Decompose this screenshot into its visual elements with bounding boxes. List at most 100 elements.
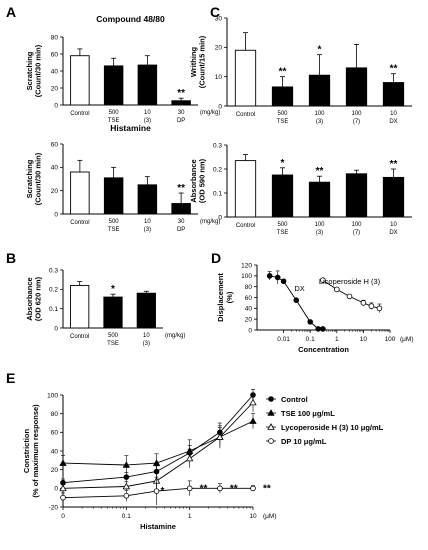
significance-mark: ** [177, 183, 185, 194]
significance-mark: ** [390, 64, 398, 75]
series [60, 389, 256, 487]
category-name: (7) [353, 230, 360, 236]
bar [103, 177, 124, 215]
bar [382, 176, 405, 218]
bar [70, 171, 90, 215]
category-name: (7) [353, 119, 360, 125]
significance-mark: ** [390, 159, 398, 170]
y-tick-label: 30 [215, 15, 223, 22]
significance-mark: * [111, 284, 115, 295]
data-point [315, 326, 322, 332]
y-tick-label: 100 [241, 273, 252, 280]
y-tick-label: 20 [51, 467, 59, 474]
category-name: DP [177, 227, 185, 233]
legend: Control TSE 100 μg/mL Lycoperoside H (3) 1… [266, 395, 384, 446]
category-label: Control [236, 223, 255, 229]
y-tick-label: 0.2 [213, 166, 222, 173]
y-tick-label: 0 [248, 327, 252, 334]
data-point [122, 482, 131, 490]
panel-letter: A [6, 4, 16, 20]
category-name: TSE [108, 118, 120, 124]
chart-B: 0 0.1 0.2 0.3 Absorbance(OD 620 nm) Control * 5… [6, 250, 185, 347]
y-tick-label: 0 [54, 211, 58, 218]
series [59, 413, 257, 475]
data-point [320, 277, 326, 283]
bar [345, 67, 368, 107]
chart-A-top: 0 20 40 60 80 Compound 48/80 Scratching(Count/… [6, 4, 220, 124]
bar [308, 74, 331, 107]
data-point [185, 454, 194, 462]
chart-A-bottom: 0 20 40 60 Histamine Scratching(Count/30 min)… [25, 123, 220, 233]
data-point [267, 423, 275, 430]
bar [137, 184, 158, 215]
data-point [280, 278, 287, 285]
y-tick-label: 40 [245, 306, 253, 313]
y-tick-label: 0.1 [213, 190, 222, 197]
x-tick-label: 0.01 [277, 336, 290, 343]
panel-letter: B [6, 250, 16, 266]
y-tick-label: 100 [47, 392, 58, 399]
x-tick-label: 10 [360, 336, 368, 343]
chart-C-bottom: 0 0.1 0.2 0.3 Absorbance(OD 590 nm) Control * 5… [189, 142, 412, 236]
x-tick-label: 0.1 [122, 513, 131, 520]
data-point [266, 273, 273, 279]
y-tick-label: 0 [218, 214, 222, 221]
data-point [368, 303, 375, 309]
category-name: (3) [143, 341, 150, 347]
y-axis-label: Constriction(% of maximum response) [22, 404, 40, 498]
category-name: (3) [316, 230, 323, 236]
bar [103, 65, 124, 106]
y-tick-label: 0.3 [213, 142, 222, 149]
category-name: TSE [108, 227, 120, 233]
significance-mark: * [318, 45, 322, 56]
y-axis-label: Displacement(%) [216, 273, 234, 322]
significance-mark: ** [316, 166, 324, 177]
data-point [123, 474, 130, 480]
y-tick-label: 60 [51, 141, 59, 148]
series [266, 270, 326, 332]
bar [382, 82, 405, 107]
data-point [123, 492, 130, 499]
category-dose: 10 [144, 219, 151, 225]
y-tick-label: 20 [51, 188, 59, 195]
y-tick-label: 20 [215, 45, 223, 52]
significance-mark: ** [200, 483, 208, 494]
series [320, 277, 383, 313]
legend-entry: Control [281, 395, 308, 404]
series-line [62, 402, 254, 489]
category-name: DP [177, 118, 185, 124]
y-axis-label: Scratching(Count/30 min) [25, 44, 43, 97]
category-name: TSE [107, 341, 119, 347]
category-dose: 10 [390, 111, 397, 117]
unit-label: (mg/kg) [165, 333, 185, 339]
bar [136, 292, 156, 329]
y-tick-label: 0 [54, 486, 58, 493]
series-line [62, 420, 254, 466]
y-tick-label: 10 [215, 74, 223, 81]
category-dose: 100 [314, 222, 325, 228]
y-tick-label: 40 [51, 448, 59, 455]
y-tick-label: -20 [49, 504, 59, 511]
y-axis-label: Absorbance(OD 590 nm) [189, 158, 207, 203]
legend-entry: DP 10 μg/mL [281, 437, 327, 446]
category-name: TSE [277, 119, 289, 125]
x-tick-label: 10 [249, 513, 257, 520]
category-name: DX [389, 119, 397, 125]
panel-letter: E [6, 370, 15, 386]
x-axis-label: Histamine [140, 522, 176, 531]
data-point [152, 459, 161, 466]
x-tick-label: 1 [335, 336, 339, 343]
legend-entry: TSE 100 μg/mL [281, 409, 335, 418]
data-point [376, 305, 383, 312]
bar [271, 174, 294, 218]
y-axis-label: Scratching(Count/30 min) [25, 152, 43, 205]
data-point [216, 433, 224, 440]
y-tick-label: 60 [51, 51, 59, 58]
y-tick-label: 80 [51, 411, 59, 418]
y-tick-label: 0 [218, 103, 222, 110]
category-name: (3) [144, 118, 151, 124]
data-point [249, 398, 257, 406]
x-tick-label: 0 [61, 513, 65, 520]
chart-title: Histamine [110, 123, 151, 133]
